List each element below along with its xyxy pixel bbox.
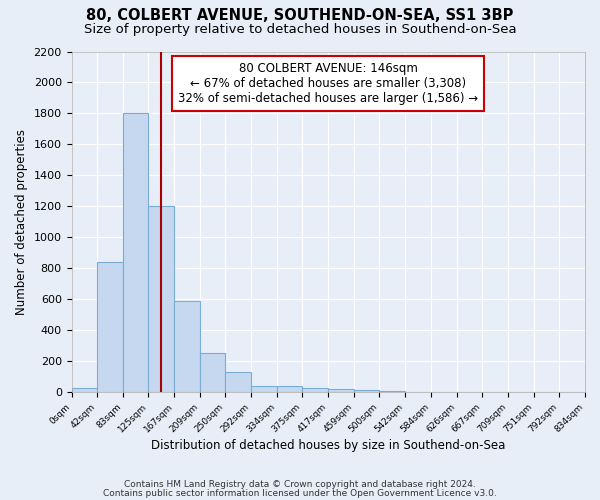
Bar: [251, 386, 277, 392]
Y-axis label: Number of detached properties: Number of detached properties: [15, 129, 28, 315]
Text: Contains HM Land Registry data © Crown copyright and database right 2024.: Contains HM Land Registry data © Crown c…: [124, 480, 476, 489]
Text: 80, COLBERT AVENUE, SOUTHEND-ON-SEA, SS1 3BP: 80, COLBERT AVENUE, SOUTHEND-ON-SEA, SS1…: [86, 8, 514, 22]
Text: Contains public sector information licensed under the Open Government Licence v3: Contains public sector information licen…: [103, 488, 497, 498]
Text: 80 COLBERT AVENUE: 146sqm
← 67% of detached houses are smaller (3,308)
32% of se: 80 COLBERT AVENUE: 146sqm ← 67% of detac…: [178, 62, 478, 104]
Bar: [302, 388, 328, 392]
Bar: [200, 352, 226, 392]
Bar: [148, 206, 175, 392]
X-axis label: Distribution of detached houses by size in Southend-on-Sea: Distribution of detached houses by size …: [151, 440, 505, 452]
Bar: [175, 301, 200, 392]
Bar: [354, 390, 379, 392]
Bar: [71, 388, 97, 392]
Bar: [328, 389, 354, 392]
Text: Size of property relative to detached houses in Southend-on-Sea: Size of property relative to detached ho…: [83, 22, 517, 36]
Bar: [97, 262, 122, 392]
Bar: [226, 372, 251, 392]
Bar: [122, 114, 148, 392]
Bar: [277, 386, 302, 392]
